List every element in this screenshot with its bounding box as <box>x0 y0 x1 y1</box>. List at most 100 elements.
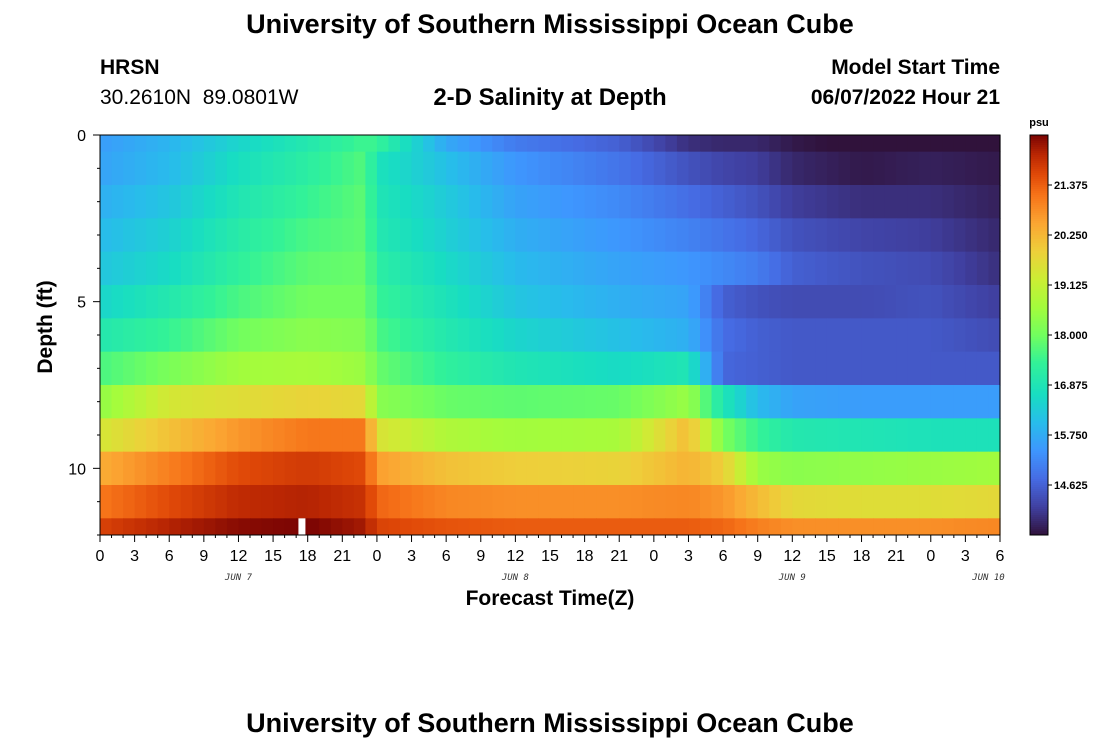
current-time-marker <box>298 518 306 535</box>
colorbar-segment <box>1030 361 1048 364</box>
heatmap-cell <box>111 485 124 519</box>
heatmap-cell <box>803 318 816 353</box>
heatmap-cell <box>988 385 1001 419</box>
heatmap-cell <box>953 385 966 419</box>
heatmap-cell <box>203 518 216 536</box>
colorbar-segment <box>1030 469 1048 472</box>
colorbar-segment <box>1030 213 1048 216</box>
heatmap-cell <box>180 418 193 453</box>
heatmap-cell <box>965 135 978 153</box>
heatmap-cell <box>642 518 655 536</box>
heatmap-cell <box>803 285 816 319</box>
heatmap-cell <box>896 251 909 286</box>
heatmap-cell <box>376 285 390 319</box>
colorbar-segment <box>1030 279 1048 282</box>
colorbar-segment <box>1030 413 1048 416</box>
heatmap-cell <box>930 518 943 536</box>
heatmap-cell <box>215 418 228 453</box>
colorbar-segment <box>1030 397 1048 400</box>
heatmap-cell <box>815 518 828 536</box>
heatmap-cell <box>976 135 990 153</box>
heatmap-cell <box>573 151 586 186</box>
heatmap-cell <box>700 185 713 219</box>
heatmap-cell <box>146 351 159 386</box>
heatmap-cell <box>146 385 159 419</box>
heatmap-cell <box>134 351 147 386</box>
model-start-value: 06/07/2022 Hour 21 <box>810 86 1000 109</box>
colorbar-segment <box>1030 427 1048 430</box>
heatmap-cell <box>192 351 205 386</box>
heatmap-cell <box>711 285 724 319</box>
x-tick-label: 6 <box>719 548 728 565</box>
heatmap-cell <box>434 418 447 453</box>
heatmap-cell <box>492 485 505 519</box>
heatmap-cell <box>630 418 643 453</box>
heatmap-cell <box>503 418 516 453</box>
heatmap-cell <box>850 285 863 319</box>
heatmap-cell <box>550 351 563 386</box>
heatmap-cell <box>134 418 147 453</box>
colorbar-segment <box>1030 439 1048 442</box>
heatmap-cell <box>642 251 655 286</box>
heatmap-cell <box>515 518 528 536</box>
heatmap-cell <box>596 518 609 536</box>
heatmap-cell <box>365 218 378 253</box>
heatmap-cell <box>492 218 505 253</box>
heatmap-cell <box>584 451 597 486</box>
heatmap-cell <box>746 185 759 219</box>
colorbar-segment <box>1030 281 1048 284</box>
heatmap-cell <box>665 485 678 519</box>
heatmap-cell <box>815 418 828 453</box>
colorbar-segment <box>1030 265 1048 268</box>
heatmap-cell <box>826 318 840 353</box>
heatmap-cell <box>411 351 424 386</box>
colorbar-segment <box>1030 401 1048 404</box>
heatmap-cell <box>653 318 666 353</box>
heatmap-cell <box>446 518 459 536</box>
heatmap-cell <box>238 351 251 386</box>
heatmap-cell <box>100 351 113 386</box>
heatmap-cell <box>226 151 240 186</box>
heatmap-cell <box>734 151 747 186</box>
y-tick-label: 5 <box>77 295 86 312</box>
heatmap-cell <box>400 185 413 219</box>
heatmap-cell <box>653 418 666 453</box>
heatmap-cell <box>930 251 943 286</box>
heatmap-cell <box>746 218 759 253</box>
colorbar-segment <box>1030 293 1048 296</box>
heatmap-cell <box>630 218 643 253</box>
heatmap-cell <box>746 251 759 286</box>
heatmap-cell <box>330 318 343 353</box>
heatmap-cell <box>665 285 678 319</box>
heatmap-cell <box>111 251 124 286</box>
colorbar-segment <box>1030 447 1048 450</box>
heatmap-cell <box>803 418 816 453</box>
colorbar-segment <box>1030 375 1048 378</box>
colorbar-segment <box>1030 503 1048 506</box>
heatmap-cell <box>123 135 136 153</box>
heatmap-cell <box>503 135 516 153</box>
heatmap-cell <box>296 251 309 286</box>
heatmap-cell <box>780 485 793 519</box>
heatmap-cell <box>353 251 366 286</box>
heatmap-cell <box>284 518 297 536</box>
colorbar-segment <box>1030 225 1048 228</box>
colorbar-segment <box>1030 273 1048 276</box>
heatmap-cell <box>596 185 609 219</box>
heatmap-cell <box>942 135 955 153</box>
colorbar-segment <box>1030 389 1048 392</box>
heatmap-cell <box>353 451 366 486</box>
heatmap-cell <box>330 218 343 253</box>
heatmap-cell <box>215 135 228 153</box>
heatmap-cell <box>596 218 609 253</box>
heatmap-cell <box>642 285 655 319</box>
colorbar-segment <box>1030 283 1048 286</box>
heatmap-cell <box>803 451 816 486</box>
heatmap-cell <box>446 135 459 153</box>
heatmap-cell <box>596 451 609 486</box>
colorbar-segment <box>1030 487 1048 490</box>
heatmap-cell <box>988 418 1001 453</box>
colorbar-segment <box>1030 215 1048 218</box>
heatmap-cell <box>665 418 678 453</box>
heatmap-cell <box>157 318 170 353</box>
